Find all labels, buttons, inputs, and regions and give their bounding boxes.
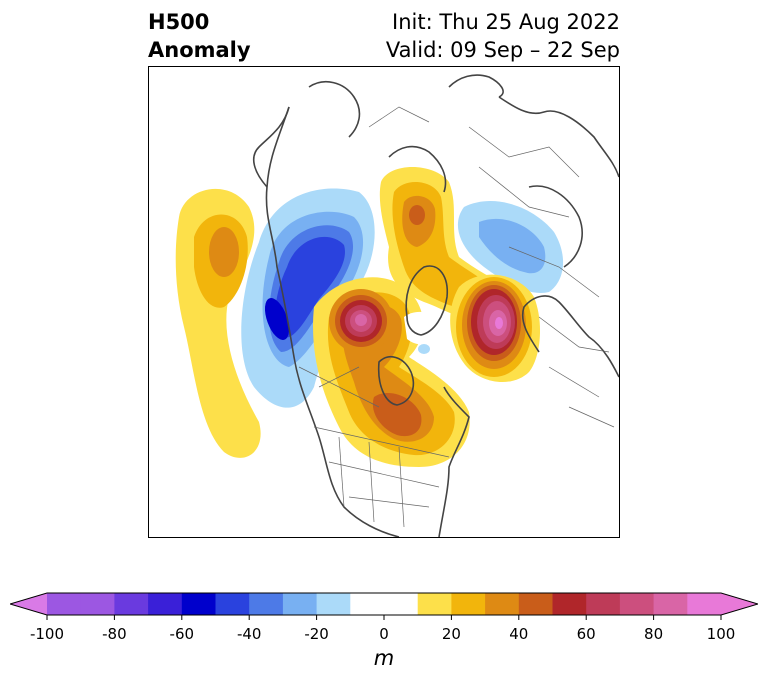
colorbar-tick-label: 80	[644, 625, 664, 643]
colorbar-min-extension	[10, 593, 47, 615]
field-name: Anomaly	[148, 38, 251, 62]
map-edge-gap	[149, 287, 155, 319]
valid-range: Valid: 09 Sep – 22 Sep	[385, 38, 620, 62]
colorbar-bin-6	[249, 593, 284, 615]
map-title: H500 Anomaly	[148, 8, 251, 64]
colorbar-bin-0	[47, 593, 82, 615]
colorbar-bin-7	[282, 593, 318, 615]
anomaly-map	[148, 66, 620, 538]
init-date: Init: Thu 25 Aug 2022	[392, 10, 620, 34]
colorbar-bin-5	[215, 593, 250, 615]
colorbar-tick-label: -100	[29, 625, 65, 643]
colorbar-tick-label: 40	[509, 625, 529, 643]
colorbar-bin-3	[148, 593, 183, 615]
colorbar-bin-2	[114, 593, 149, 615]
colorbar-tick-label: 20	[441, 625, 461, 643]
colorbar-bin-1	[80, 593, 115, 615]
colorbar-tick-label: -20	[304, 625, 329, 643]
anomaly-canadian-positive	[313, 277, 470, 467]
anomaly-western-north-america-negative	[241, 188, 375, 408]
colorbar-bin-11	[451, 593, 486, 615]
colorbar-bin-17	[653, 593, 688, 615]
country-borders	[298, 106, 615, 528]
colorbar-bin-15	[586, 593, 621, 615]
colorbar-bin-8	[316, 593, 351, 615]
colorbar-tick-label: -40	[236, 625, 262, 643]
anomaly-west-siberia-positive	[450, 274, 541, 383]
colorbar-bin-4	[181, 593, 216, 615]
colorbar-bin-10	[417, 593, 452, 615]
colorbar-max-extension	[721, 593, 758, 615]
colorbar-tick-label: -80	[102, 625, 127, 643]
colorbar-bin-18	[687, 593, 722, 615]
colorbar-bin-12	[485, 593, 520, 615]
colorbar-tick-label: 100	[706, 625, 736, 643]
colorbar-bin-16	[619, 593, 655, 615]
forecast-dates: Init: Thu 25 Aug 2022 Valid: 09 Sep – 22…	[386, 8, 620, 64]
colorbar-bin-14	[552, 593, 587, 615]
anomaly-central-siberia-negative	[457, 201, 564, 293]
coastlines	[252, 74, 619, 537]
colorbar-tick-label: 60	[576, 625, 596, 643]
variable-name: H500	[148, 10, 210, 34]
anomaly-north-pacific-positive	[175, 188, 261, 458]
colorbar-tick-label: -60	[169, 625, 195, 643]
neutral-area	[404, 311, 441, 345]
colorbar	[10, 592, 758, 620]
colorbar-tick-label: 0	[379, 625, 389, 643]
small-negative-area	[418, 344, 430, 354]
colorbar-units: m	[373, 646, 395, 670]
colorbar-bin-9	[350, 593, 419, 615]
colorbar-bin-13	[518, 593, 553, 615]
